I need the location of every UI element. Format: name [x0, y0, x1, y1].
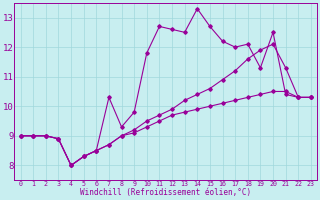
X-axis label: Windchill (Refroidissement éolien,°C): Windchill (Refroidissement éolien,°C) — [80, 188, 251, 197]
